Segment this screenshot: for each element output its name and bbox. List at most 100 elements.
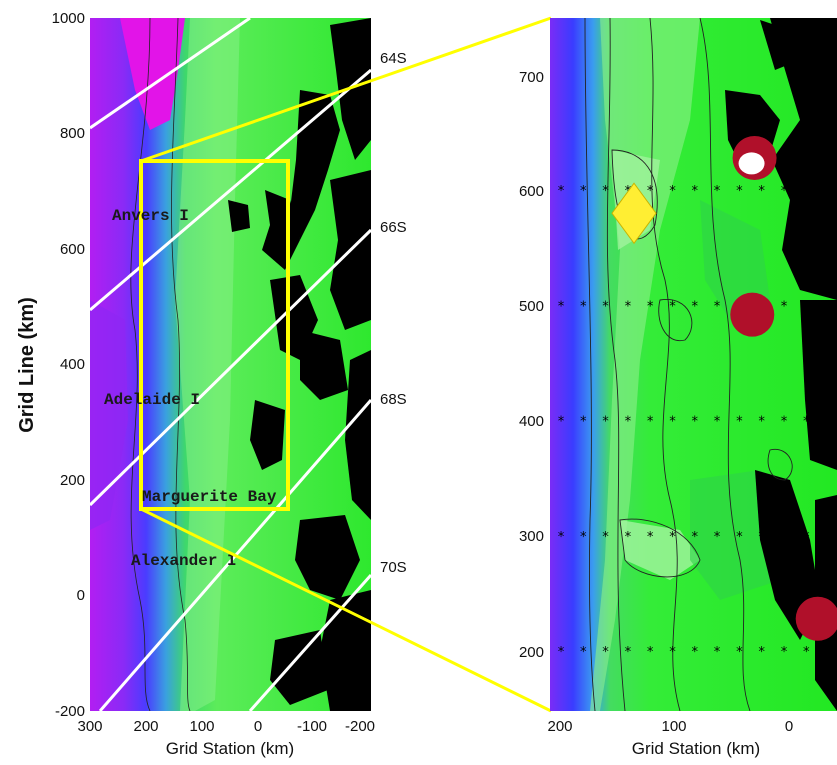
station-marker: * (713, 184, 721, 199)
land-mass (755, 470, 820, 640)
right-x-tick: 200 (547, 718, 572, 735)
shelf-patch (700, 200, 770, 320)
station-marker: * (602, 645, 610, 660)
place-label-adelaide: Adelaide I (104, 391, 200, 409)
latitude-label-68s: 68S (380, 391, 407, 408)
latitude-label-70s: 70S (380, 559, 407, 576)
land-mass (770, 18, 837, 300)
land-mass (270, 630, 328, 705)
right-y-tick: 500 (519, 298, 544, 315)
latitude-label-64s: 64S (380, 50, 407, 67)
left-x-tick: 200 (133, 718, 158, 735)
markers (611, 135, 837, 641)
station-marker: * (713, 415, 721, 430)
depth-contour (619, 518, 701, 578)
station-marker: * (602, 415, 610, 430)
depth-contour (584, 18, 596, 711)
station-marker: * (579, 415, 587, 430)
deep-basin-patch (120, 18, 185, 130)
station-marker: * (802, 645, 810, 660)
station-marker: * (646, 299, 654, 314)
right-x-tick: 0 (785, 718, 793, 735)
shelf-band (175, 18, 240, 711)
deep-basin-patch (90, 300, 128, 530)
land-mass (228, 200, 250, 232)
station-marker: * (691, 530, 699, 545)
station-marker: * (579, 530, 587, 545)
left-y-tick: 800 (60, 125, 85, 142)
land-mass (295, 515, 360, 600)
right-y-tick: 300 (519, 528, 544, 545)
shelf-patch (620, 520, 700, 580)
station-marker: * (602, 184, 610, 199)
station-marker: * (669, 530, 677, 545)
left-x-tick: -200 (345, 718, 375, 735)
station-marker: * (579, 299, 587, 314)
station-marker: * (557, 530, 565, 545)
left-x-tick: 0 (254, 718, 262, 735)
depth-contour (699, 18, 751, 711)
station-marker: * (557, 184, 565, 199)
station-marker: * (758, 530, 766, 545)
station-marker: * (669, 645, 677, 660)
station-marker: * (624, 299, 632, 314)
left-y-axis-title: Grid Line (km) (16, 297, 38, 433)
right-y-tick: 400 (519, 413, 544, 430)
latitude-line-66s (90, 228, 371, 507)
right-y-tick: 600 (519, 183, 544, 200)
station-marker: * (735, 415, 743, 430)
place-label-marguerite: Marguerite Bay (142, 488, 277, 506)
left-y-tick: 400 (60, 356, 85, 373)
station-marker: * (735, 645, 743, 660)
mooring-circle-marker (730, 292, 775, 337)
station-marker: * (758, 184, 766, 199)
latitude-line-offscreen (90, 18, 251, 130)
station-marker: * (780, 299, 788, 314)
diamond-marker (611, 182, 657, 245)
land-mass (250, 400, 285, 470)
station-marker: * (713, 645, 721, 660)
land-mass (800, 300, 837, 470)
station-marker: * (624, 415, 632, 430)
station-marker: * (691, 645, 699, 660)
left-y-tick: 600 (60, 241, 85, 258)
left-map-panel: Anvers I Adelaide I Marguerite Bay Alexa… (16, 10, 407, 758)
station-marker: * (758, 415, 766, 430)
land-mass (262, 190, 300, 270)
land-mass (300, 330, 348, 400)
land-mass (345, 350, 371, 520)
left-y-tick: 1000 (52, 10, 85, 27)
place-label-alexander: Alexander I (131, 552, 237, 570)
place-label-anvers: Anvers I (112, 207, 189, 225)
station-marker: * (691, 299, 699, 314)
station-marker: * (602, 299, 610, 314)
latitude-line-64s (90, 68, 371, 312)
left-y-tick: -200 (55, 703, 85, 720)
station-marker: * (802, 530, 810, 545)
right-y-tick: 700 (519, 69, 544, 86)
white-dot-marker (738, 152, 765, 175)
station-marker: * (557, 645, 565, 660)
land-mass (320, 590, 371, 711)
station-marker: * (758, 645, 766, 660)
station-marker: * (579, 645, 587, 660)
left-y-tick: 0 (77, 587, 85, 604)
depth-contour (171, 18, 191, 711)
station-marker: * (735, 184, 743, 199)
station-marker: * (691, 415, 699, 430)
right-x-axis-title: Grid Station (km) (632, 739, 760, 758)
left-x-axis-title: Grid Station (km) (166, 739, 294, 758)
station-marker: * (624, 645, 632, 660)
station-marker: * (646, 415, 654, 430)
mooring-circle-marker (795, 596, 837, 641)
depth-contour (767, 448, 793, 481)
depth-contour (606, 18, 626, 711)
station-marker: * (780, 530, 788, 545)
zoom-connector-bottom (140, 507, 552, 713)
station-marker: * (669, 299, 677, 314)
station-marker: * (557, 415, 565, 430)
left-y-tick: 200 (60, 472, 85, 489)
right-map-panel: * * * * * * * * * * * * * * * * * * * * * * * * * * * * * * * * * * * * * * * *… (519, 18, 837, 758)
station-marker: * (646, 530, 654, 545)
